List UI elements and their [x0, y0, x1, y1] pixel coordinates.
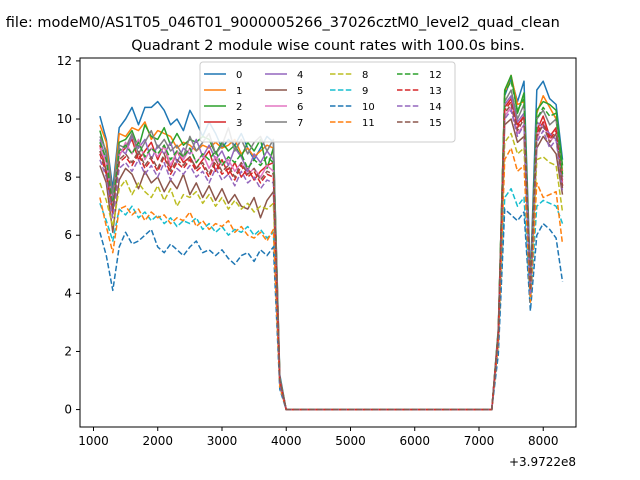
x-tick-label: 1000: [78, 434, 109, 448]
series-layer: [99, 74, 564, 411]
x-tick-label: 3000: [207, 434, 238, 448]
legend-label-3: 3: [236, 118, 242, 129]
legend-label-4: 4: [297, 70, 303, 81]
x-tick-label: 5000: [335, 434, 366, 448]
legend-label-10: 10: [362, 102, 375, 113]
legend-label-2: 2: [236, 102, 242, 113]
x-tick-label: 2000: [142, 434, 173, 448]
legend-label-0: 0: [236, 70, 242, 81]
series-line-15: [99, 103, 564, 411]
x-offset-label: +3.9722e8: [509, 455, 576, 469]
legend-label-9: 9: [362, 86, 368, 97]
y-tick-label: 2: [64, 344, 72, 358]
ticks-layer: 1000 2000 3000 4000 5000 6000 7000 800002468101…: [57, 54, 559, 448]
legend-label-8: 8: [362, 70, 368, 81]
legend-label-6: 6: [297, 102, 303, 113]
legend-label-14: 14: [429, 102, 442, 113]
y-tick-label: 10: [57, 112, 72, 126]
y-tick-label: 8: [64, 170, 72, 184]
y-tick-label: 4: [64, 286, 72, 300]
legend-label-5: 5: [297, 86, 303, 97]
chart-title: Quadrant 2 module wise count rates with …: [131, 38, 525, 54]
y-tick-label: 0: [64, 403, 72, 417]
x-tick-label: 8000: [528, 434, 559, 448]
legend-label-1: 1: [236, 86, 242, 97]
x-tick-label: 4000: [271, 434, 302, 448]
legend-box: [199, 61, 456, 143]
legend-label-7: 7: [297, 118, 303, 129]
x-tick-label: 6000: [399, 434, 430, 448]
y-tick-label: 12: [57, 54, 72, 68]
plot-frame: [79, 57, 577, 428]
x-tick-label: 7000: [464, 434, 495, 448]
legend-label-15: 15: [429, 118, 442, 129]
figure-header: n file: modeM0/AS1T05_046T01_9000005266_…: [0, 15, 560, 31]
legend-label-12: 12: [429, 70, 442, 81]
legend-label-13: 13: [429, 86, 442, 97]
legend-label-11: 11: [362, 118, 375, 129]
y-tick-label: 6: [64, 228, 72, 242]
